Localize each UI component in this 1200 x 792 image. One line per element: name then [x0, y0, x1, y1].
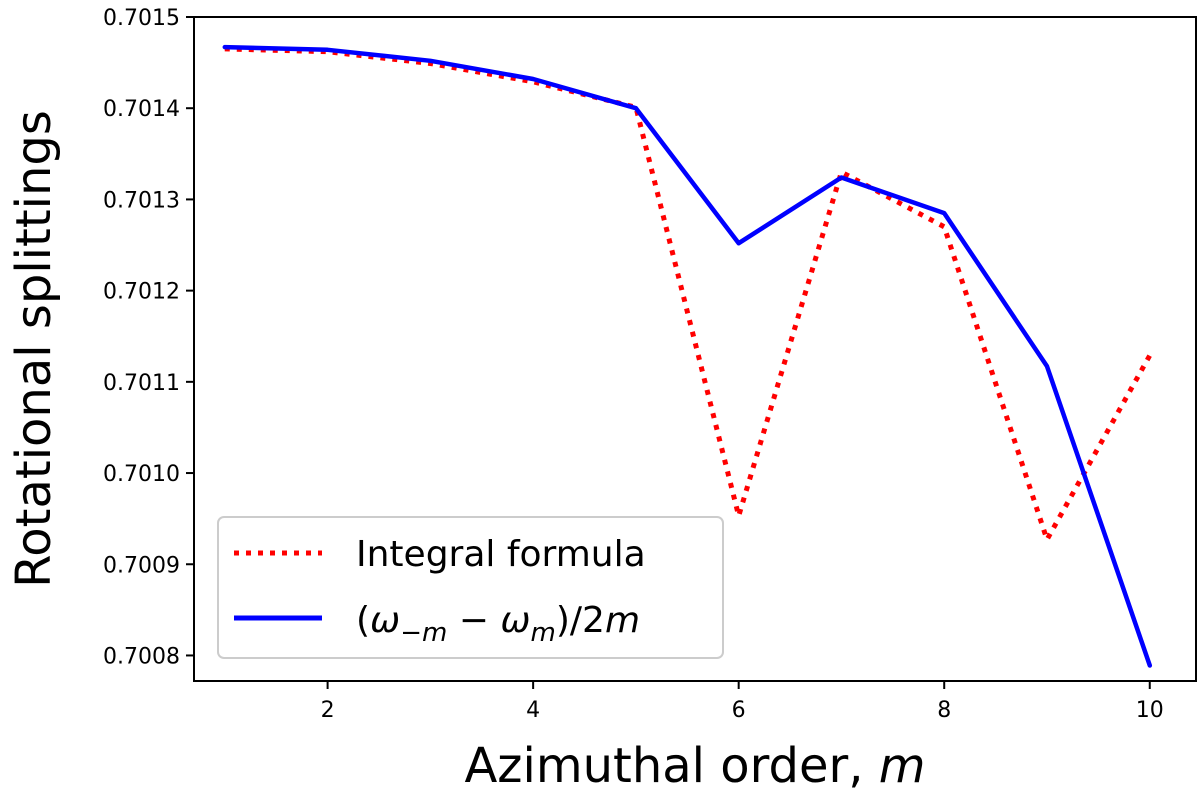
y-tick-label: 0.7008 [103, 644, 180, 669]
x-tick-label: 2 [321, 698, 335, 723]
y-tick-label: 0.7009 [103, 553, 180, 578]
x-tick-label: 6 [732, 698, 746, 723]
y-tick-label: 0.7010 [103, 462, 180, 487]
y-axis-label: Rotational splittings [6, 110, 62, 588]
y-tick-label: 0.7011 [103, 371, 180, 396]
x-axis-ticks: 2 4 6 8 10 [321, 681, 1164, 723]
y-axis-ticks: 0.7008 0.7009 0.7010 0.7011 0.7012 0.7013 0.70… [103, 6, 194, 669]
x-tick-label: 4 [526, 698, 540, 723]
x-tick-label: 10 [1136, 698, 1164, 723]
legend: Integral formula (ω−m − ωm)/2m [217, 516, 724, 659]
x-tick-label: 8 [937, 698, 951, 723]
y-tick-label: 0.7012 [103, 280, 180, 305]
series-line-integral-formula [224, 46, 1152, 543]
y-tick-label: 0.7013 [103, 188, 180, 213]
y-tick-label: 0.7015 [103, 6, 180, 31]
plot-series [222, 44, 1153, 668]
plot-frame [193, 16, 1197, 682]
legend-label-frequency-difference: (ω−m − ωm)/2m [356, 600, 640, 648]
legend-label-integral-formula: Integral formula [356, 534, 646, 575]
series-line-frequency-difference [222, 44, 1153, 668]
x-axis-label: Azimuthal order, m [464, 738, 925, 792]
y-tick-label: 0.7014 [103, 97, 180, 122]
legend-box [217, 516, 724, 659]
